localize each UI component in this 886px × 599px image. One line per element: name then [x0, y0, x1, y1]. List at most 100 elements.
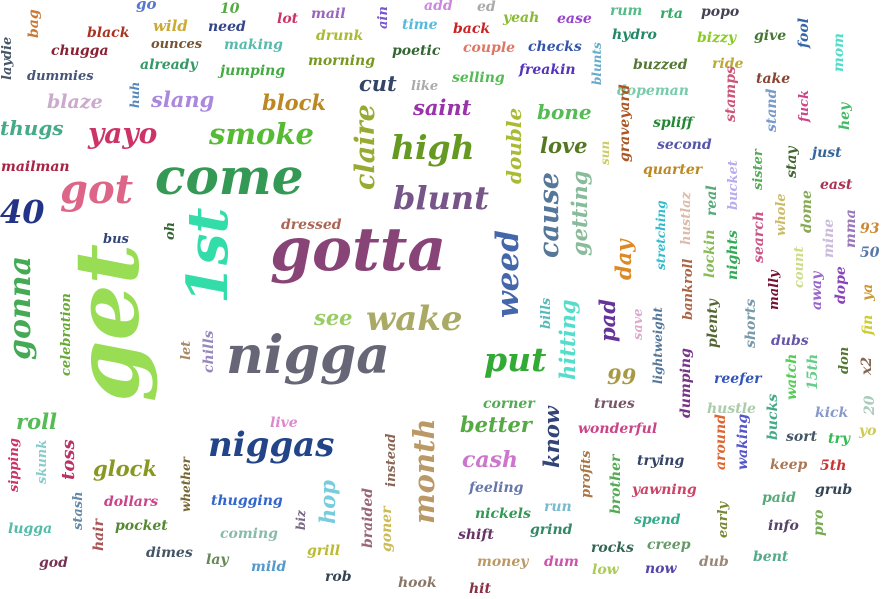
word: lockin: [702, 229, 718, 278]
word: info: [768, 518, 799, 534]
word: get: [55, 243, 159, 402]
word: hop: [315, 480, 340, 524]
word: count: [792, 246, 807, 289]
word: already: [140, 57, 198, 73]
word: corner: [483, 396, 535, 412]
word: away: [809, 271, 825, 310]
word: coming: [220, 526, 278, 542]
word: need: [208, 19, 246, 35]
word: rob: [325, 569, 352, 585]
word: save: [631, 308, 646, 340]
word: morning: [308, 53, 375, 69]
word: hustle: [707, 401, 756, 417]
word: watch: [784, 353, 800, 400]
word: lugga: [8, 521, 53, 537]
word: skunk: [35, 439, 50, 484]
word: dope: [833, 266, 849, 304]
word: love: [540, 133, 588, 158]
word: bag: [26, 9, 42, 38]
word: add: [424, 0, 453, 14]
word: take: [756, 71, 791, 87]
word: paid: [762, 490, 796, 506]
word: keep: [770, 457, 808, 473]
word: bizzy: [697, 30, 737, 46]
word: braided: [360, 487, 376, 548]
word: couple: [463, 40, 516, 56]
word: nights: [725, 230, 741, 280]
word: real: [704, 185, 720, 216]
word: blaze: [47, 91, 103, 113]
word: spend: [634, 512, 681, 528]
word: biz: [294, 510, 308, 530]
word: shorts: [743, 298, 759, 348]
word: rocks: [591, 540, 634, 556]
word: east: [820, 177, 853, 193]
word: sister: [751, 149, 766, 190]
word: brother: [608, 454, 624, 514]
word: buzzed: [633, 57, 688, 73]
word: making: [224, 37, 283, 53]
word: trying: [637, 453, 685, 469]
word: low: [592, 562, 619, 578]
word: mom: [831, 33, 847, 72]
word: yeah: [503, 10, 540, 26]
word: put: [484, 340, 547, 379]
word: come: [155, 147, 304, 206]
word: grub: [815, 482, 853, 498]
word: ain: [376, 6, 391, 29]
word: glock: [93, 456, 158, 481]
word: let: [179, 340, 194, 360]
word: live: [270, 415, 298, 431]
word: profits: [579, 450, 594, 498]
word: money: [477, 554, 529, 570]
word: reefer: [714, 371, 762, 387]
word: bone: [537, 100, 592, 124]
word: wonderful: [578, 421, 658, 437]
word: bills: [539, 297, 554, 329]
word: stand: [764, 88, 780, 132]
word: stamps: [723, 66, 739, 122]
word: celebration: [59, 293, 74, 376]
word: weed: [490, 230, 526, 318]
word: roll: [16, 409, 58, 434]
word: shift: [458, 527, 494, 543]
word: ease: [557, 11, 592, 27]
word: better: [460, 412, 532, 437]
word: dubs: [771, 333, 809, 349]
word: cut: [359, 71, 397, 96]
word: getting: [567, 170, 592, 256]
word: chugga: [51, 43, 109, 59]
word: toss: [58, 439, 79, 480]
word: selling: [452, 70, 505, 86]
word: sort: [786, 429, 818, 445]
word: fin: [860, 314, 876, 335]
word: search: [751, 211, 767, 263]
word: block: [262, 90, 327, 115]
word: rta: [660, 6, 683, 22]
word: yayo: [88, 117, 158, 150]
word: sun: [598, 140, 612, 165]
word: fool: [796, 17, 812, 48]
word: ya: [860, 283, 876, 301]
word: goner: [379, 506, 395, 552]
word: 1st: [175, 207, 241, 304]
word: stretching: [654, 200, 668, 270]
word: dollars: [104, 494, 159, 510]
word: gonna: [3, 255, 38, 360]
word: nigga: [226, 325, 390, 386]
word: feeling: [469, 480, 524, 496]
word: give: [754, 28, 787, 44]
word: dumping: [678, 348, 694, 418]
word: mally: [767, 270, 782, 310]
word: bus: [103, 232, 129, 247]
word: early: [716, 501, 731, 538]
word: whole: [774, 193, 789, 236]
word: like: [411, 79, 439, 94]
word: plenty: [705, 299, 721, 348]
word: graveyard: [617, 84, 633, 162]
word: hair: [91, 519, 107, 551]
word: 99: [607, 364, 637, 389]
word: slang: [151, 87, 215, 112]
word: double: [502, 107, 526, 184]
